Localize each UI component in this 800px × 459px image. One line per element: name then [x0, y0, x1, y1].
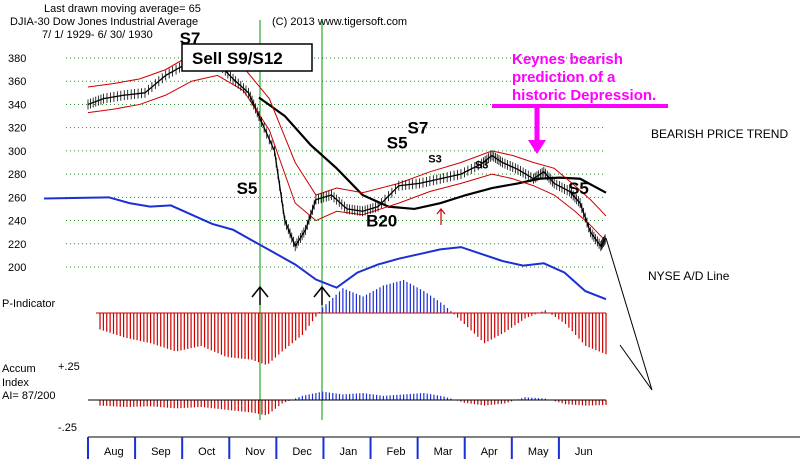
buy-arrow-2: [313, 285, 331, 298]
nyse-ad-line: [43, 196, 607, 301]
month-label: Feb: [387, 446, 406, 458]
accum-index-bars: [88, 391, 607, 416]
month-axis: Aug Sep Oct Nov Dec Jan Feb Mar Apr May Jun: [87, 436, 800, 459]
month-label: Sep: [151, 446, 171, 458]
month-label: Jan: [339, 446, 357, 458]
signal-s3: S3: [428, 154, 441, 166]
y-tick-label: 360: [8, 76, 26, 88]
y-tick-label: 340: [8, 99, 26, 111]
month-label: Nov: [245, 446, 265, 458]
signal-s5: S5: [387, 134, 408, 153]
accum-label: Accum: [2, 363, 36, 375]
ai-value: AI= 87/200: [2, 390, 56, 402]
p-indicator-label: P-Indicator: [2, 298, 56, 310]
y-tick-label: 260: [8, 192, 26, 204]
keynes-arrow-head: [528, 140, 546, 154]
sell-signal-box: [181, 43, 313, 72]
index-name: DJIA-30 Dow Jones Industrial Average: [10, 16, 198, 28]
sell-signal-text: Sell S9/S12: [192, 49, 283, 68]
ma-note: Last drawn moving average= 65: [44, 3, 201, 15]
month-label: May: [528, 446, 549, 458]
ai-tick-bottom: -.25: [58, 422, 77, 434]
bearish-trend-label: BEARISH PRICE TREND: [651, 127, 788, 141]
ai-tick-top: +.25: [58, 361, 80, 373]
month-label: Jun: [575, 446, 593, 458]
signal-s7: S7: [408, 118, 429, 137]
y-tick-label: 320: [8, 123, 26, 135]
signal-s5: S5: [237, 179, 258, 198]
month-label: Mar: [434, 446, 453, 458]
price-y-axis: 380 360 340 320 300 280 260 240 220 200: [8, 53, 26, 274]
keynes-line-1: Keynes bearish: [512, 51, 623, 68]
index-label: Index: [2, 377, 29, 389]
series-upper-band: [87, 49, 607, 217]
trend-arrow: [605, 237, 653, 391]
signal-s3: S3: [475, 159, 488, 171]
ad-line-series: [43, 196, 607, 301]
ad-line-label: NYSE A/D Line: [648, 269, 730, 283]
y-tick-label: 200: [8, 262, 26, 274]
date-range: 7/ 1/ 1929- 6/ 30/ 1930: [42, 29, 153, 41]
p-indicator-bars: [96, 280, 607, 365]
y-tick-label: 240: [8, 216, 26, 228]
y-tick-label: 380: [8, 53, 26, 65]
buy-arrow-1: [251, 285, 269, 298]
copyright: (C) 2013 www.tigersoft.com: [272, 16, 407, 28]
month-label: Aug: [104, 446, 124, 458]
y-tick-label: 220: [8, 239, 26, 251]
keynes-line-2: prediction of a: [512, 69, 616, 86]
y-tick-label: 300: [8, 146, 26, 158]
month-label: Oct: [198, 446, 215, 458]
keynes-line-3: historic Depression.: [512, 87, 656, 104]
y-tick-label: 280: [8, 169, 26, 181]
month-label: Dec: [292, 446, 312, 458]
month-label: Apr: [481, 446, 498, 458]
signal-b20: B20: [366, 211, 397, 230]
signal-s5: S5: [568, 179, 589, 198]
b20-arrow-head: [436, 208, 446, 215]
